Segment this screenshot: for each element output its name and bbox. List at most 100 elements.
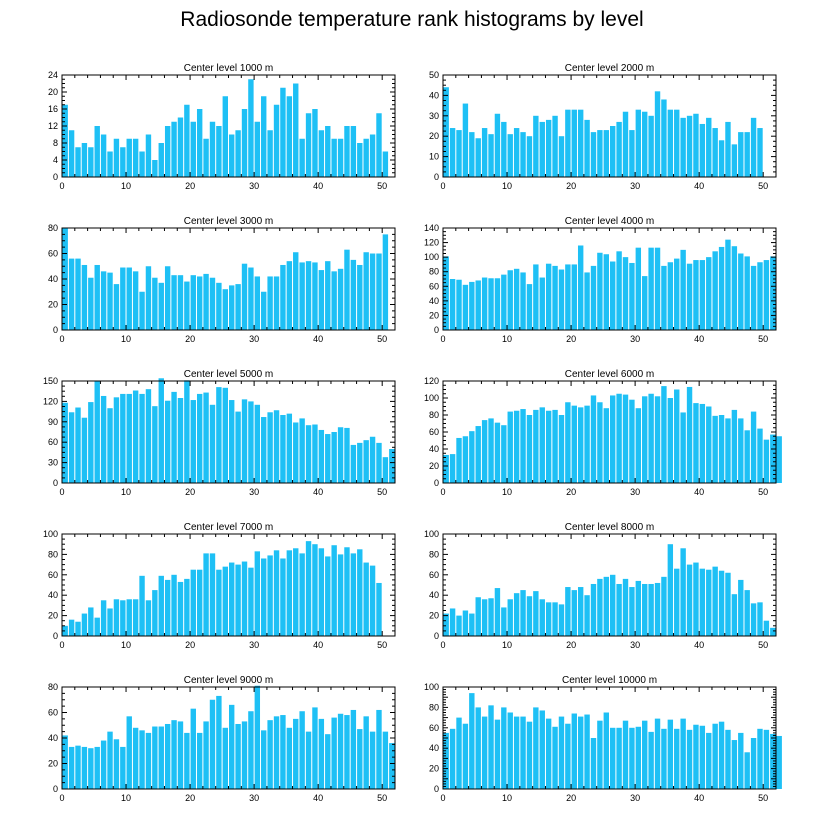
histogram-bar (88, 277, 94, 330)
x-tick-label: 20 (185, 640, 195, 650)
histogram-bar (273, 104, 280, 177)
histogram-bar (738, 132, 744, 177)
histogram-bar (597, 130, 603, 177)
x-tick-label: 50 (758, 181, 768, 191)
histogram-bar (75, 407, 81, 483)
histogram-bar (126, 599, 132, 636)
histogram-bar (120, 147, 126, 177)
y-tick-label: 20 (48, 759, 58, 769)
histogram-bar (376, 582, 382, 636)
histogram-bar (184, 578, 190, 636)
histogram-bar (770, 256, 776, 330)
histogram-bar (501, 425, 507, 483)
histogram-bar (171, 720, 177, 789)
histogram-bar (350, 126, 357, 177)
histogram-bar (318, 548, 325, 636)
histogram-bar (770, 434, 776, 483)
histogram-bar (293, 718, 299, 790)
histogram-bar (350, 444, 357, 483)
histogram-bar (731, 740, 738, 789)
histogram-bar (456, 717, 462, 789)
histogram-bar (107, 608, 113, 636)
x-tick-label: 50 (758, 640, 768, 650)
histogram-bar (184, 104, 190, 177)
histogram-bar (126, 716, 132, 789)
histogram-bar (635, 408, 642, 483)
histogram-bar (654, 718, 661, 789)
histogram-bar (305, 261, 312, 330)
histogram-bar (738, 253, 744, 330)
x-tick-label: 20 (185, 793, 195, 803)
histogram-bar (686, 564, 693, 636)
y-tick-label: 24 (48, 70, 58, 80)
histogram-bar (350, 709, 357, 789)
x-tick-label: 0 (59, 640, 64, 650)
histogram-bar (209, 121, 216, 177)
panel-3: Center level 3000 m 0 10 20 30 40 50 0 20 40 60 80 (48, 216, 396, 344)
histogram-bar (196, 393, 203, 483)
histogram-bar (686, 386, 693, 483)
histogram-bar (552, 265, 558, 330)
histogram-bar (325, 434, 331, 483)
y-tick-label: 80 (429, 549, 439, 559)
y-tick-label: 20 (429, 764, 439, 774)
histogram-bar (235, 564, 241, 636)
y-tick-label: 80 (429, 267, 439, 277)
y-tick-label: 20 (429, 310, 439, 320)
histogram-bar (770, 627, 776, 636)
histogram-bar (712, 128, 718, 177)
histogram-bar (725, 121, 731, 177)
histogram-bar (196, 276, 203, 330)
histogram-bar (88, 147, 94, 177)
histogram-bar (750, 117, 757, 177)
histogram-bar (152, 277, 158, 330)
x-tick-label: 0 (59, 334, 64, 344)
histogram-bar (603, 130, 609, 177)
histogram-bar (261, 291, 267, 330)
histogram-bar (68, 258, 75, 330)
histogram-bar (770, 733, 776, 789)
x-tick-label: 40 (694, 640, 704, 650)
histogram-bar (229, 285, 235, 331)
histogram-bar (369, 134, 376, 177)
histogram-bar (629, 130, 635, 177)
x-tick-label: 10 (502, 487, 512, 497)
histogram-bar (526, 596, 533, 636)
histogram-bar (331, 717, 337, 789)
y-tick-label: 20 (429, 461, 439, 471)
histogram-bar (725, 418, 731, 483)
histogram-bar (603, 254, 609, 330)
histogram-bar (299, 553, 305, 636)
histogram-bar (481, 716, 488, 789)
histogram-bar (389, 449, 395, 483)
histogram-bar (686, 729, 693, 789)
histogram-bar (248, 711, 254, 789)
histogram-bar (68, 746, 75, 789)
histogram-bar (456, 437, 462, 483)
histogram-bar (120, 746, 126, 789)
panel-8: Center level 8000 m 0 10 20 30 40 50 0 20 40 60 80 1… (424, 522, 777, 650)
x-tick-label: 50 (758, 793, 768, 803)
histogram-bar (590, 738, 597, 789)
x-tick-label: 30 (630, 181, 640, 191)
histogram-bar (526, 415, 533, 483)
histogram-bar (661, 728, 667, 789)
histogram-bar (654, 247, 661, 330)
histogram-bar (286, 96, 293, 177)
histogram-bar (216, 569, 222, 636)
histogram-bar (145, 266, 152, 330)
x-tick-label: 0 (440, 487, 445, 497)
histogram-bar (674, 258, 680, 330)
histogram-bar (558, 716, 565, 789)
y-tick-label: 20 (429, 131, 439, 141)
x-tick-label: 20 (185, 334, 195, 344)
histogram-bar (318, 718, 325, 790)
y-tick-label: 80 (48, 682, 58, 692)
x-tick-label: 10 (502, 793, 512, 803)
y-tick-label: 60 (48, 708, 58, 718)
histogram-bar (280, 715, 286, 789)
histogram-bar (674, 728, 680, 789)
y-tick-label: 40 (429, 590, 439, 600)
histogram-bar (145, 389, 152, 483)
